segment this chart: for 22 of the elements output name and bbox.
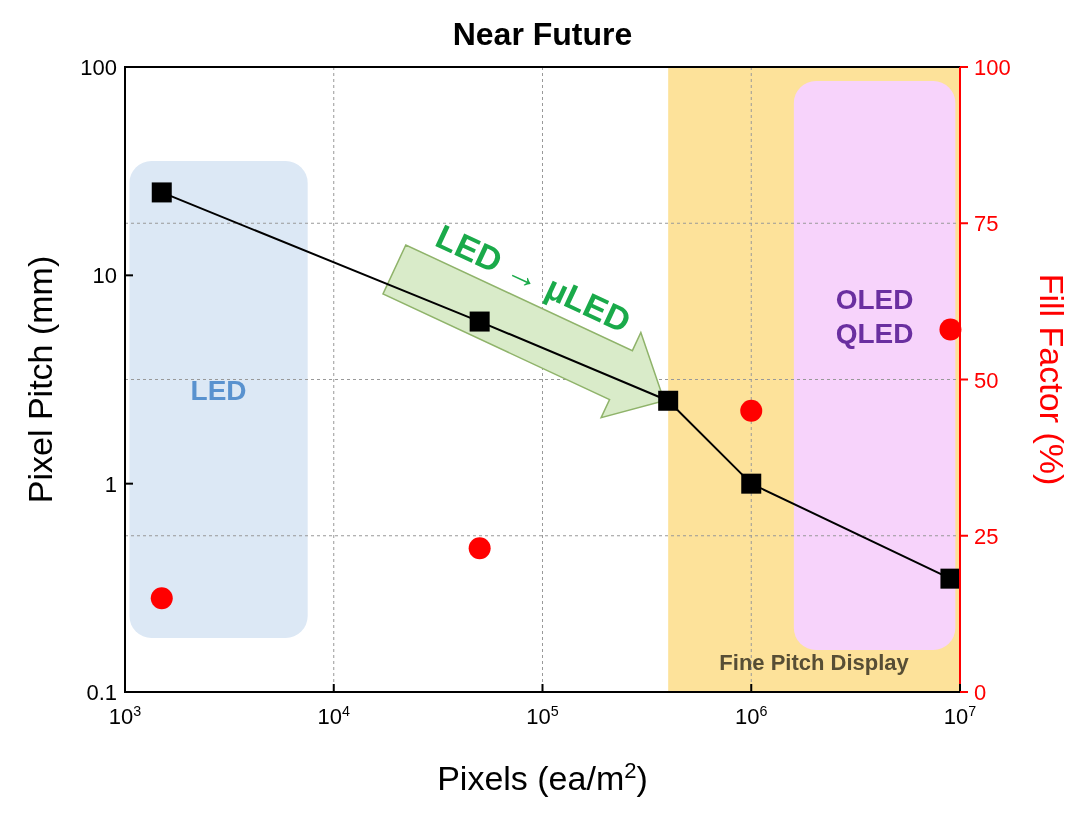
y2-tick-label: 50 <box>974 367 999 393</box>
y2-tick-label: 75 <box>974 211 999 237</box>
y2-tick-label: 25 <box>974 523 999 549</box>
y-tick-label: 0.1 <box>86 680 117 705</box>
y-tick-label: 100 <box>80 55 117 80</box>
band-label: Fine Pitch Display <box>719 650 910 675</box>
x-tick-label: 10$^{7}$ <box>943 703 977 729</box>
y2-tick-label: 100 <box>974 55 1011 80</box>
x-tick-label: 10$^{4}$ <box>317 703 351 729</box>
annotation: LED → μLED <box>430 216 637 340</box>
x-tick-label: 10$^{5}$ <box>526 703 559 729</box>
y-tick-label: 1 <box>104 471 117 497</box>
y2-tick-label: 0 <box>974 680 987 705</box>
x-tick-label: 10$^{6}$ <box>735 703 768 729</box>
x-tick-label: 10$^{3}$ <box>108 703 142 729</box>
band-label: OLED QLED <box>835 283 914 349</box>
band-label: LED <box>190 374 247 406</box>
chart-title: Near Future <box>452 16 633 52</box>
x-axis-title: Pixels (ea/m$^{2}$) <box>437 757 648 797</box>
y-tick-label: 10 <box>92 263 117 289</box>
y-axis-title: Pixel Pitch (mm) <box>21 255 59 504</box>
y2-axis-title: Fill Factor (%) <box>1033 273 1071 486</box>
